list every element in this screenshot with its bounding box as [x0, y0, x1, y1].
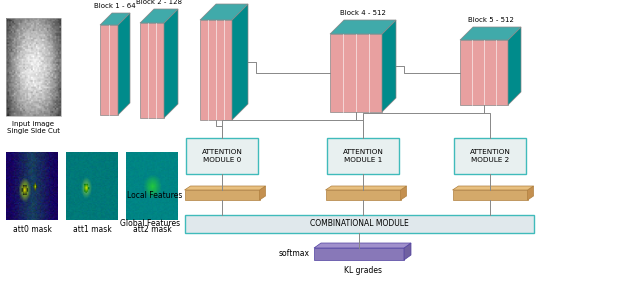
Polygon shape [330, 34, 382, 112]
Polygon shape [330, 20, 396, 34]
FancyBboxPatch shape [184, 215, 534, 233]
Text: softmax: softmax [279, 249, 310, 259]
Polygon shape [140, 23, 164, 118]
FancyBboxPatch shape [327, 138, 399, 174]
Polygon shape [326, 190, 401, 200]
Polygon shape [140, 9, 178, 23]
Polygon shape [527, 186, 534, 200]
FancyBboxPatch shape [186, 138, 258, 174]
Text: att1 mask: att1 mask [72, 225, 111, 234]
Polygon shape [460, 40, 508, 105]
Text: att2 mask: att2 mask [132, 225, 172, 234]
Polygon shape [452, 190, 527, 200]
Text: Block 1 - 64: Block 1 - 64 [94, 3, 136, 9]
Text: ATTENTION
MODULE 2: ATTENTION MODULE 2 [470, 149, 511, 162]
Polygon shape [200, 4, 248, 20]
Polygon shape [401, 186, 406, 200]
Polygon shape [100, 25, 118, 115]
Polygon shape [314, 243, 411, 248]
Polygon shape [118, 13, 130, 115]
Text: Input image
Single Side Cut: Input image Single Side Cut [7, 121, 60, 134]
Text: ATTENTION
MODULE 1: ATTENTION MODULE 1 [342, 149, 383, 162]
Bar [6, 18, 61, 116]
Polygon shape [100, 13, 130, 25]
Polygon shape [164, 9, 178, 118]
Text: Global Features: Global Features [120, 219, 180, 228]
Text: Local Features: Local Features [127, 190, 182, 200]
Text: KL grades: KL grades [344, 266, 381, 275]
Text: ATTENTION
MODULE 0: ATTENTION MODULE 0 [202, 149, 243, 162]
Polygon shape [314, 248, 404, 260]
Polygon shape [452, 186, 534, 190]
Text: COMBINATIONAL MODULE: COMBINATIONAL MODULE [310, 219, 408, 228]
Polygon shape [508, 27, 521, 105]
Polygon shape [259, 186, 266, 200]
Polygon shape [404, 243, 411, 260]
Text: Block 5 - 512: Block 5 - 512 [468, 17, 513, 23]
Text: Block 4 - 512: Block 4 - 512 [340, 10, 386, 16]
Text: att0 mask: att0 mask [13, 225, 51, 234]
Polygon shape [382, 20, 396, 112]
Text: Block 2 - 128: Block 2 - 128 [136, 0, 182, 5]
Polygon shape [200, 20, 232, 120]
Polygon shape [184, 190, 259, 200]
Polygon shape [460, 27, 521, 40]
Polygon shape [326, 186, 406, 190]
Polygon shape [184, 186, 266, 190]
Polygon shape [232, 4, 248, 120]
FancyBboxPatch shape [454, 138, 526, 174]
